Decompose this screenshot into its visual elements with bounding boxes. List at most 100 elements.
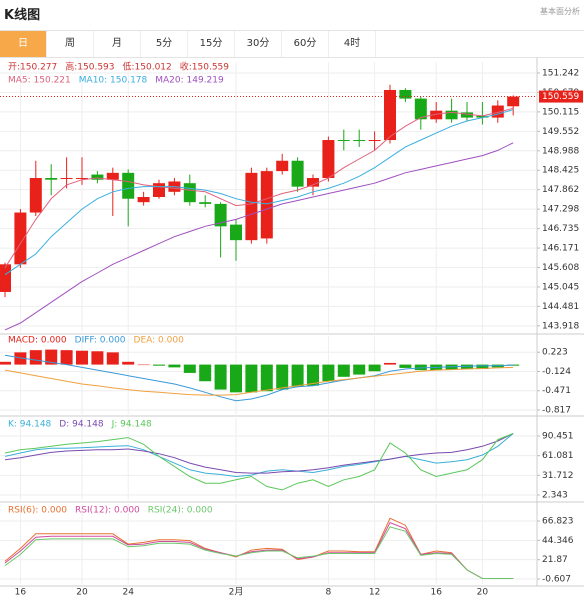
candle-body: [230, 224, 242, 241]
candle-body: [0, 264, 11, 292]
period-tab[interactable]: 60分: [282, 31, 329, 57]
histogram-bar: [414, 364, 427, 371]
indicator-line: [4, 366, 514, 396]
y-tick-label: 143.918: [542, 321, 579, 331]
candle-body: [45, 178, 58, 180]
y-tick-label: 150.115: [542, 107, 579, 117]
candle-body: [199, 202, 212, 204]
legend-entry: 低:150.012: [123, 61, 172, 73]
legend-entry: MA10: 150.178: [79, 76, 148, 86]
period-tab[interactable]: 15分: [188, 31, 235, 57]
legend-entry: MA20: 149.219: [155, 76, 224, 86]
period-tab[interactable]: 月: [94, 31, 141, 57]
y-tick-label: 148.425: [542, 166, 579, 176]
x-tick-label: 16: [430, 588, 442, 598]
y-tick-label: 145.045: [542, 282, 579, 292]
candle-body: [245, 172, 258, 241]
histogram-bar: [245, 364, 258, 393]
indicator-line: [4, 109, 514, 276]
histogram-bar: [307, 364, 319, 386]
indicator-line: [4, 354, 514, 402]
histogram-bar: [353, 364, 366, 375]
y-tick-label: 147.862: [542, 185, 579, 195]
candle-body: [461, 112, 473, 118]
candle-body: [137, 197, 150, 203]
x-tick-label: 20: [477, 588, 489, 598]
y-tick-label: 2.343: [542, 491, 568, 501]
indicator-line: [4, 142, 514, 331]
y-tick-label: 146.171: [542, 244, 579, 254]
histogram-bar: [199, 364, 212, 382]
y-tick-label: 151.242: [542, 68, 579, 78]
histogram-bar: [29, 350, 42, 365]
y-tick-label: 144.481: [542, 302, 579, 312]
y-tick-label: 148.988: [542, 146, 579, 156]
histogram-bar: [276, 364, 289, 390]
indicator-line: [4, 107, 514, 269]
histogram-bar: [168, 364, 181, 368]
histogram-bar: [122, 361, 135, 365]
y-tick-label: 21.87: [542, 555, 568, 565]
period-tab[interactable]: 周: [47, 31, 94, 57]
histogram-bar: [106, 352, 119, 365]
histogram-bar: [183, 364, 196, 373]
histogram-bar: [60, 350, 73, 365]
candle-body: [399, 89, 412, 99]
legend-entry: DEA: 0.000: [134, 336, 185, 346]
histogram-bar: [399, 364, 412, 368]
histogram-bar: [0, 361, 11, 365]
legend-entry: J: 94.148: [111, 420, 152, 430]
candle-body: [29, 178, 42, 213]
histogram-bar: [91, 351, 104, 365]
candle-body: [14, 212, 27, 265]
y-tick-label: 145.608: [542, 263, 579, 273]
histogram-bar: [45, 349, 58, 365]
fundamental-link[interactable]: 基本面分析: [540, 7, 580, 16]
period-tab[interactable]: 5分: [141, 31, 188, 57]
legend-entry: MA5: 150.221: [8, 76, 71, 86]
period-tab[interactable]: 4时: [329, 31, 376, 57]
candle-body: [353, 140, 366, 142]
candle-body: [368, 140, 381, 142]
legend-entry: 收:150.559: [180, 61, 230, 73]
candle-body: [430, 110, 443, 120]
candle-body: [260, 171, 273, 239]
candle-body: [291, 160, 304, 187]
candle-body: [507, 96, 520, 107]
y-tick-label: -0.817: [542, 405, 571, 415]
candle-body: [337, 140, 350, 142]
legend-entry: RSI(12): 0.000: [75, 506, 140, 516]
candle-body: [153, 183, 165, 197]
candle-body: [307, 178, 319, 187]
candle-body: [122, 172, 135, 199]
candle-body: [384, 89, 396, 141]
legend-entry: K: 94.148: [8, 420, 52, 430]
candle-body: [276, 160, 289, 172]
legend-entry: RSI(24): 0.000: [148, 506, 213, 516]
histogram-bar: [368, 364, 381, 372]
y-tick-label: 61.081: [542, 451, 574, 461]
x-tick-label: 12: [369, 588, 380, 598]
header: K线图 基本面分析: [0, 0, 584, 26]
indicator-line: [4, 517, 514, 579]
period-tab[interactable]: 30分: [235, 31, 282, 57]
histogram-bar: [322, 364, 335, 382]
y-tick-label: 147.298: [542, 205, 579, 215]
histogram-bar: [384, 362, 396, 365]
y-tick-label: 66.823: [542, 517, 574, 527]
period-tab[interactable]: 日: [0, 31, 47, 57]
candle-body: [414, 98, 427, 120]
histogram-bar: [461, 364, 473, 370]
x-tick-label: 8: [326, 588, 332, 598]
indicator-line: [4, 433, 514, 474]
indicator-line: [4, 521, 514, 579]
histogram-bar: [76, 350, 88, 365]
last-price-box: [539, 90, 583, 103]
y-tick-label: 90.451: [542, 431, 574, 441]
histogram-bar: [230, 364, 242, 393]
x-tick-label: 20: [76, 588, 88, 598]
histogram-bar: [214, 364, 227, 390]
y-tick-label: -0.607: [542, 575, 571, 585]
last-price-label: 150.559: [542, 92, 579, 102]
